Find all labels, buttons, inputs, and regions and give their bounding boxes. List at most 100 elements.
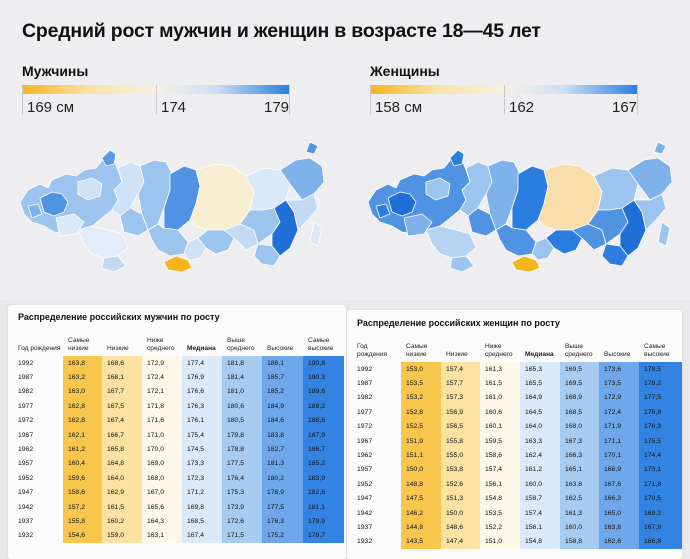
height-cell: 157,3 xyxy=(441,390,480,406)
column-header: Высокие xyxy=(604,351,631,359)
men-scale-mid: 174 xyxy=(161,99,187,116)
height-cell: 175,3 xyxy=(222,485,262,500)
birth-year-cell: 1982 xyxy=(357,394,373,402)
height-cell: 171,6 xyxy=(142,413,182,428)
height-cell: 176,1 xyxy=(182,413,222,428)
height-cell: 171,8 xyxy=(639,477,682,492)
height-cell: 168,0 xyxy=(142,471,182,486)
height-cell: 157,4 xyxy=(520,505,560,521)
height-cell: 158,7 xyxy=(520,491,560,506)
map-region xyxy=(27,203,43,219)
table-row: 1947 147,5 151,3 154,8 158,7 162,5 166,3 170,5 xyxy=(357,491,682,506)
birth-year-cell: 1992 xyxy=(357,365,373,373)
map-region xyxy=(309,221,323,247)
height-cell: 155,0 xyxy=(441,448,480,463)
height-cell: 178,8 xyxy=(222,442,262,457)
height-cell: 177,5 xyxy=(222,456,262,472)
men-scale-tick xyxy=(22,85,23,115)
map-region xyxy=(485,159,521,231)
height-cell: 160,0 xyxy=(520,477,560,492)
birth-year-cell: 1947 xyxy=(18,489,34,497)
map-region xyxy=(147,223,189,257)
table-row: 1977 162,8 167,5 171,8 176,3 180,6 184,9 189,2 xyxy=(18,399,344,414)
height-cell: 183,9 xyxy=(303,471,344,486)
height-cell: 165,5 xyxy=(520,376,560,391)
height-cell: 160,1 xyxy=(480,419,520,434)
height-cell: 163,1 xyxy=(142,528,182,544)
height-cell: 168,1 xyxy=(102,370,142,385)
height-cell: 161,0 xyxy=(480,390,520,406)
height-cell: 157,4 xyxy=(480,462,520,478)
map-region xyxy=(601,243,629,267)
height-cell: 173,9 xyxy=(222,499,262,515)
height-cell: 173,3 xyxy=(182,456,222,472)
height-cell: 190,8 xyxy=(303,356,344,371)
map-region xyxy=(77,225,129,259)
main-title: Средний рост мужчин и женщин в возрасте … xyxy=(22,20,541,42)
table-row: 1982 153,2 157,3 161,0 164,9 168,9 172,9 177,5 xyxy=(357,390,682,406)
height-cell: 171,2 xyxy=(182,485,222,500)
map-region xyxy=(387,191,417,217)
women-russia-map xyxy=(367,141,673,273)
column-header: Ниже среднего xyxy=(485,343,513,359)
column-header: Выше среднего xyxy=(227,337,255,353)
height-cell: 181,1 xyxy=(303,499,344,515)
height-cell: 161,2 xyxy=(63,442,102,457)
height-cell: 168,5 xyxy=(560,405,599,420)
map-region xyxy=(101,149,117,167)
height-cell: 157,7 xyxy=(441,376,480,391)
birth-year-cell: 1962 xyxy=(18,446,34,454)
height-cell: 164,0 xyxy=(520,419,560,434)
table-row: 1932 154,6 159,0 163,1 167,4 171,5 175,2 178,7 xyxy=(18,528,344,544)
maps-panel: Средний рост мужчин и женщин в возрасте … xyxy=(19,20,673,273)
table-row: 1957 150,0 153,8 157,4 161,2 165,1 168,9 173,1 xyxy=(357,462,682,478)
height-cell: 189,6 xyxy=(303,384,344,400)
birth-year-cell: 1947 xyxy=(357,495,373,503)
height-cell: 169,0 xyxy=(142,456,182,472)
height-cell: 185,7 xyxy=(262,370,303,385)
birth-year-cell: 1937 xyxy=(18,517,34,525)
height-cell: 156,1 xyxy=(520,520,560,535)
height-cell: 188,6 xyxy=(303,413,344,428)
men-scale-tick xyxy=(156,85,157,115)
map-region xyxy=(253,243,281,267)
column-header: Медиана xyxy=(525,351,554,359)
height-cell: 156,1 xyxy=(480,477,520,492)
height-cell: 163,3 xyxy=(520,433,560,449)
height-cell: 159,5 xyxy=(480,433,520,449)
table-row: 1982 163,0 167,7 172,1 176,6 181,0 185,2 189,6 xyxy=(18,384,344,400)
women-scale-mid: 162 xyxy=(509,99,535,116)
height-cell: 150,0 xyxy=(441,505,480,521)
height-cell: 165,8 xyxy=(102,442,142,457)
height-cell: 168,5 xyxy=(182,514,222,529)
height-cell: 160,6 xyxy=(480,405,520,420)
height-cell: 161,3 xyxy=(560,505,599,521)
height-cell: 169,5 xyxy=(560,362,599,377)
women-scale-tick xyxy=(637,85,638,115)
height-cell: 186,7 xyxy=(303,442,344,457)
table-row: 1952 148,8 152,6 156,1 160,0 163,8 167,6 171,8 xyxy=(357,477,682,492)
height-cell: 167,4 xyxy=(182,528,222,544)
height-cell: 163,8 xyxy=(560,477,599,492)
height-cell: 183,8 xyxy=(262,427,303,443)
height-cell: 161,2 xyxy=(520,462,560,478)
column-header: Медиана xyxy=(187,345,216,353)
column-header: Самые высокие xyxy=(308,337,334,353)
map-region xyxy=(285,193,319,231)
map-region xyxy=(55,213,85,237)
height-cell: 160,0 xyxy=(560,520,599,535)
height-cell: 174,5 xyxy=(182,442,222,457)
height-cell: 187,9 xyxy=(303,427,344,443)
height-cell: 172,3 xyxy=(182,471,222,486)
map-region xyxy=(657,221,671,247)
birth-year-cell: 1932 xyxy=(357,538,373,546)
map-region xyxy=(137,159,173,231)
birth-year-cell: 1952 xyxy=(357,480,373,488)
height-cell: 151,0 xyxy=(480,534,520,550)
height-cell: 190,3 xyxy=(303,370,344,385)
table-row: 1987 153,5 157,7 161,5 165,5 169,5 173,5 178,2 xyxy=(357,376,682,391)
men-table-card: Распределение российских мужчин по росту… xyxy=(8,305,346,559)
height-cell: 166,8 xyxy=(639,534,682,550)
height-cell: 167,5 xyxy=(102,399,142,414)
height-cell: 153,5 xyxy=(401,376,441,391)
